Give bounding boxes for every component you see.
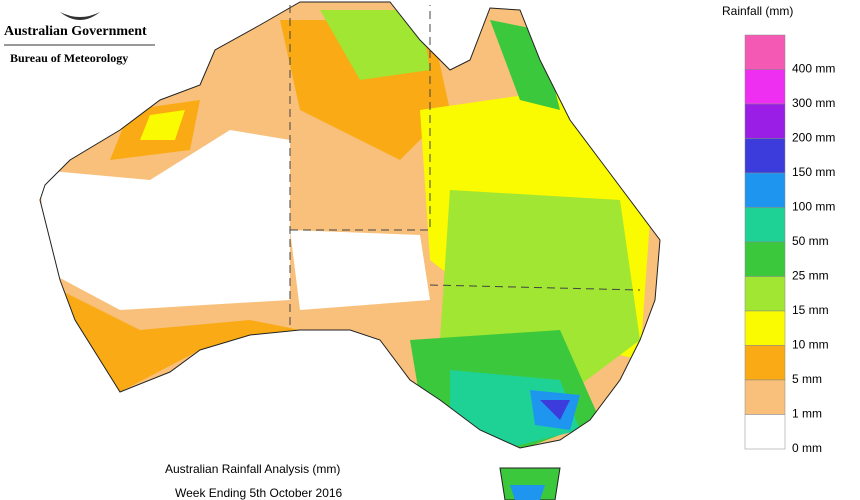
legend-swatch (744, 414, 786, 450)
state-borders (289, 5, 641, 330)
legend-label: 100 mm (792, 200, 835, 214)
legend-swatch (744, 379, 786, 415)
legend-label: 50 mm (792, 234, 829, 248)
footer-title: Australian Rainfall Analysis (mm) (165, 462, 340, 476)
tasmania-rain (510, 485, 545, 500)
legend-label: 400 mm (792, 62, 835, 76)
agency-name: Bureau of Meteorology (10, 51, 128, 65)
legend-swatch (744, 207, 786, 243)
legend-swatch (744, 69, 786, 105)
legend-swatch (744, 276, 786, 312)
legend-swatch (744, 241, 786, 277)
legend-label: 0 mm (792, 441, 822, 455)
coastline (39, 1, 661, 449)
legend-swatch (744, 345, 786, 381)
legend: 400 mm 300 mm 200 mm 150 mm 100 mm 50 mm 25 mm… (744, 34, 835, 455)
legend-title: Rainfall (mm) (722, 4, 793, 18)
footer-subtitle: Week Ending 5th October 2016 (175, 486, 343, 500)
legend-swatch (744, 34, 786, 70)
legend-label: 300 mm (792, 96, 835, 110)
legend-label: 200 mm (792, 131, 835, 145)
legend-label: 1 mm (792, 407, 822, 421)
logo: Australian Government Bureau of Meteorol… (4, 12, 155, 65)
legend-label: 150 mm (792, 165, 835, 179)
legend-label: 5 mm (792, 372, 822, 386)
legend-swatch (744, 310, 786, 346)
legend-swatch (744, 172, 786, 208)
legend-swatch (744, 103, 786, 139)
legend-swatch (744, 138, 786, 174)
legend-label: 15 mm (792, 303, 829, 317)
government-name: Australian Government (4, 24, 147, 39)
legend-label: 25 mm (792, 269, 829, 283)
legend-label: 10 mm (792, 338, 829, 352)
